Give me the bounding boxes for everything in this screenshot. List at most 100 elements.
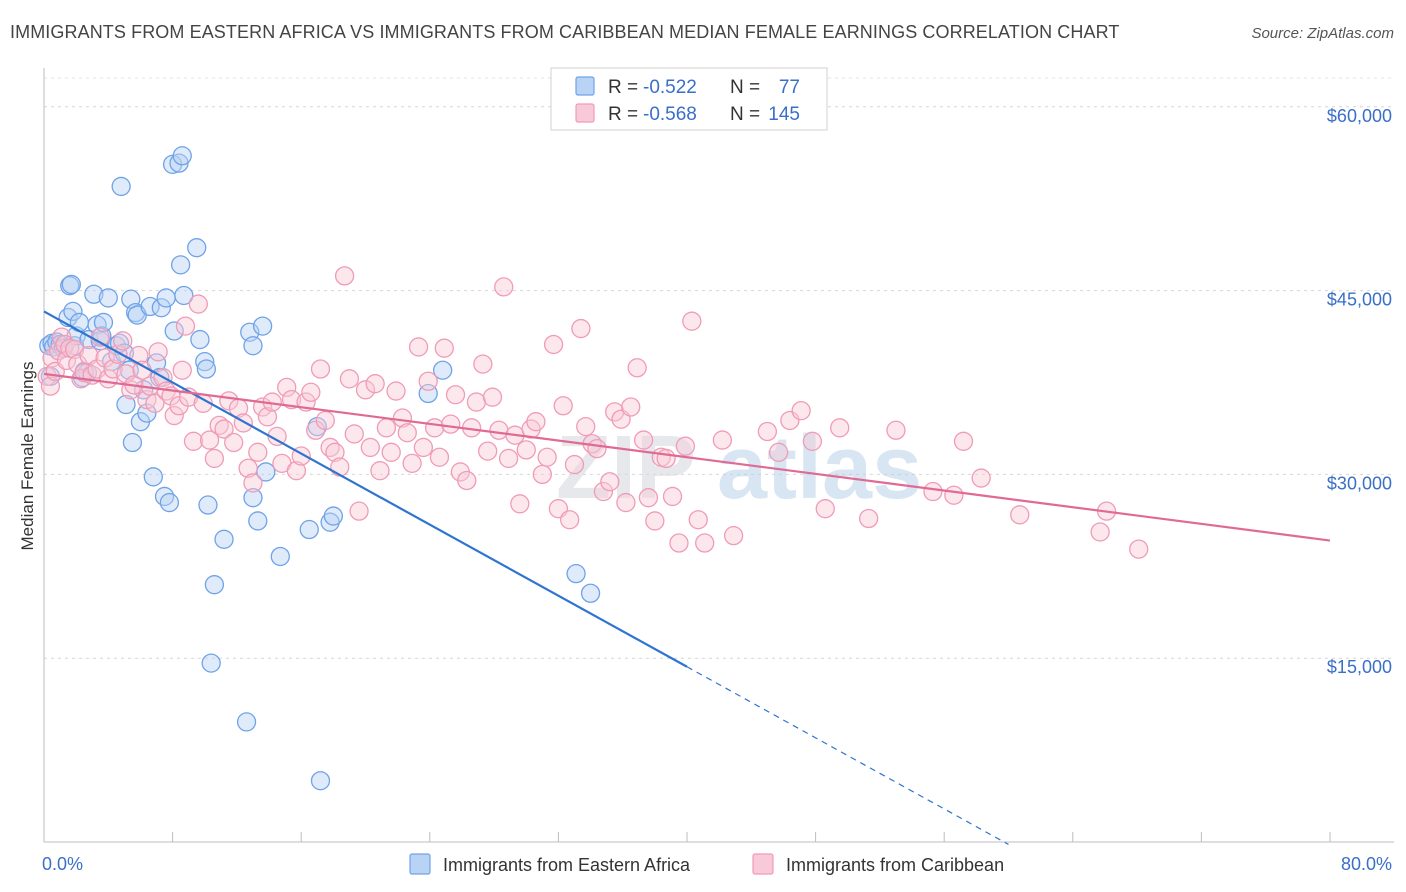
data-point xyxy=(923,481,943,502)
data-point xyxy=(645,511,665,531)
data-point xyxy=(381,442,401,462)
data-point xyxy=(170,255,191,275)
data-point xyxy=(633,430,654,450)
data-point xyxy=(621,397,641,417)
data-point xyxy=(299,519,319,540)
data-point xyxy=(236,712,257,732)
data-point xyxy=(93,312,114,333)
data-point xyxy=(61,274,81,295)
source-credit: Source: ZipAtlas.com xyxy=(1251,25,1394,42)
data-point xyxy=(445,385,466,405)
data-point xyxy=(1010,505,1030,525)
data-point xyxy=(560,510,580,530)
data-point xyxy=(243,488,263,508)
x-tick-label-left: 0.0% xyxy=(42,854,83,874)
data-point xyxy=(360,437,380,458)
data-point xyxy=(122,432,143,453)
data-point xyxy=(532,464,552,485)
data-point xyxy=(616,492,636,513)
data-point xyxy=(392,408,413,428)
data-point xyxy=(248,511,268,531)
data-point xyxy=(248,442,268,462)
data-point xyxy=(768,442,789,462)
data-point xyxy=(214,529,234,549)
trend-line-eastern-africa-extension xyxy=(686,666,1009,845)
data-point xyxy=(791,401,811,421)
legend-r-label: R = xyxy=(608,77,638,98)
data-point xyxy=(656,448,676,469)
series-legend: Immigrants from Eastern Africa Immigrant… xyxy=(409,853,1004,875)
data-point xyxy=(224,432,244,453)
data-point xyxy=(434,338,454,358)
data-point xyxy=(953,431,974,451)
data-point xyxy=(156,288,176,308)
data-point xyxy=(310,771,331,791)
data-point xyxy=(277,377,297,398)
y-tick-label: $60,000 xyxy=(1327,106,1392,126)
data-point xyxy=(148,342,168,362)
data-point xyxy=(257,407,278,427)
y-axis-label: Median Female Earnings xyxy=(18,362,37,551)
data-point xyxy=(270,546,290,567)
data-point xyxy=(349,501,369,521)
data-point xyxy=(886,420,906,440)
data-point xyxy=(627,358,647,378)
x-tick-label-right: 80.0% xyxy=(1341,854,1392,874)
data-point xyxy=(172,146,192,166)
data-point xyxy=(510,494,530,514)
data-point xyxy=(466,392,487,412)
y-tick-label: $30,000 xyxy=(1327,473,1392,493)
data-point xyxy=(566,563,586,584)
data-point xyxy=(286,461,307,481)
data-point xyxy=(757,421,778,442)
data-point xyxy=(858,508,879,529)
data-point xyxy=(339,369,360,389)
legend-n-label: N = xyxy=(730,104,760,125)
series-legend-swatch-caribbean xyxy=(752,853,774,875)
gridlines xyxy=(44,77,1394,659)
data-point xyxy=(571,318,591,339)
data-point xyxy=(418,371,438,391)
data-point xyxy=(408,337,429,357)
data-point xyxy=(164,405,184,426)
data-point xyxy=(175,316,196,336)
data-point xyxy=(662,486,683,507)
data-point xyxy=(56,350,77,371)
data-point xyxy=(143,467,163,487)
data-point xyxy=(424,418,445,438)
data-point xyxy=(151,298,171,318)
y-tick-labels: $15,000 $30,000 $45,000 $60,000 xyxy=(1327,106,1392,677)
legend: R = -0.522 N = 77 R = -0.568 N = 145 xyxy=(550,67,828,131)
data-point xyxy=(243,473,263,493)
series-eastern-africa-points xyxy=(39,146,601,791)
data-point xyxy=(63,301,83,322)
legend-n-label: N = xyxy=(730,77,760,98)
data-point xyxy=(433,360,453,380)
data-point xyxy=(183,431,204,451)
data-point xyxy=(580,583,601,603)
data-point xyxy=(593,481,614,502)
data-point xyxy=(113,331,133,351)
data-point xyxy=(675,436,696,456)
data-point xyxy=(310,359,331,379)
data-point xyxy=(564,454,585,475)
data-point xyxy=(111,176,131,197)
data-point xyxy=(587,438,607,459)
legend-n-value: 77 xyxy=(779,77,800,98)
data-point xyxy=(196,359,217,379)
data-point xyxy=(370,461,390,481)
data-point xyxy=(376,418,397,438)
legend-r-value: -0.568 xyxy=(643,104,697,125)
legend-box xyxy=(550,67,828,131)
data-point xyxy=(190,329,210,350)
chart-title: IMMIGRANTS FROM EASTERN AFRICA VS IMMIGR… xyxy=(10,22,1120,42)
data-point xyxy=(478,441,498,461)
data-point xyxy=(815,499,835,519)
data-point xyxy=(164,321,184,341)
data-point xyxy=(344,424,364,444)
series-legend-label-eastern-africa: Immigrants from Eastern Africa xyxy=(443,855,691,875)
data-point xyxy=(723,526,744,546)
data-point xyxy=(482,387,503,407)
data-point xyxy=(688,510,708,530)
